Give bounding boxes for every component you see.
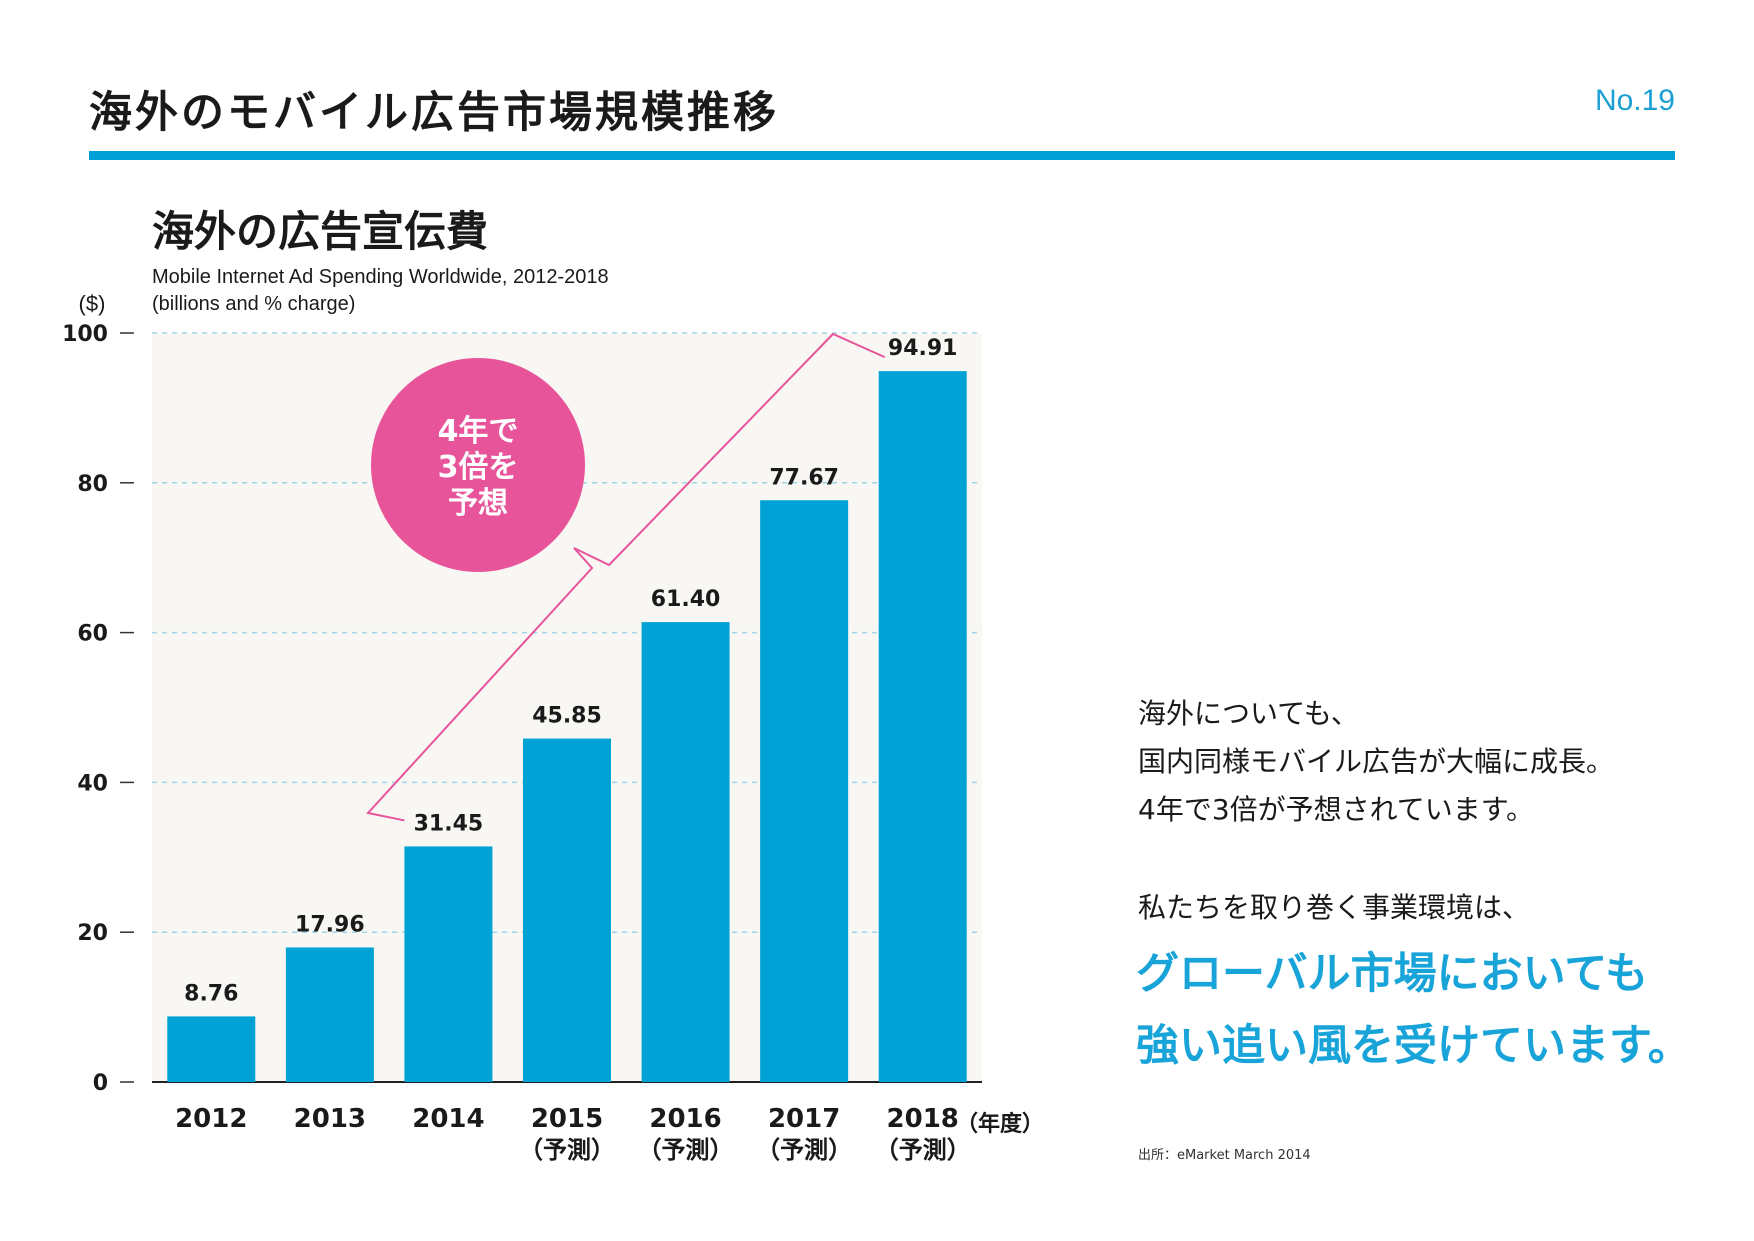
x-tick-note: （予測） [638,1136,734,1164]
chart-source-line-1: Mobile Internet Ad Spending Worldwide, 2… [152,266,609,288]
y-tick-label: 20 [77,921,108,946]
source-footnote: 出所：eMarket March 2014 [1138,1148,1311,1163]
y-tick-label: 60 [77,622,108,647]
growth-badge-text: 4年で [438,414,519,449]
chart-section-title: 海外の広告宣伝費 [152,207,489,256]
bar-value-label: 17.96 [295,912,365,937]
x-tick-note: （予測） [756,1136,852,1164]
bar-value-label: 8.76 [184,981,238,1006]
x-tick-note: （予測） [519,1136,615,1164]
x-tick-label: 2013 [294,1104,366,1134]
page-title: 海外のモバイル広告市場規模推移 [89,88,779,138]
growth-arrow-line [366,332,886,822]
chart-source-line-2: (billions and % charge) [152,293,356,315]
page-number: No.19 [1594,84,1675,117]
environment-line: 私たちを取り巻く事業環境は、 [1138,891,1531,924]
chart-source-caption: Mobile Internet Ad Spending Worldwide, 2… [152,264,609,318]
bar-value-label: 77.67 [769,465,839,490]
x-tick-label: 2018 [887,1104,959,1134]
y-tick-label: 100 [62,322,108,347]
x-tick-label: 2017 [768,1104,840,1134]
x-tick-label: 2015 [531,1104,603,1134]
x-tick-label: 2016 [649,1104,721,1134]
bar [523,738,611,1082]
x-tick-label: 2012 [175,1104,247,1134]
y-axis-label: ($) [79,291,106,316]
summary-line-2: 国内同様モバイル広告が大幅に成長。 [1138,745,1615,778]
emphasis-line-1: グローバル市場においても [1136,949,1649,999]
summary-line-1: 海外についても、 [1138,697,1359,730]
growth-badge-text: 3倍を [438,450,519,485]
y-tick-label: 40 [77,771,108,796]
emphasis-line-2: 強い追い風を受けています。 [1136,1021,1691,1071]
summary-text: 海外についても、 国内同様モバイル広告が大幅に成長。 4年で3倍が予想されていま… [1138,690,1614,834]
bar [404,846,493,1082]
x-tick-note: （予測） [875,1136,971,1164]
bar [285,947,374,1082]
emphasis-text: グローバル市場においても 強い追い風を受けています。 [1136,938,1691,1082]
x-axis-label: （年度） [956,1111,1044,1137]
bar [760,500,849,1082]
y-tick-label: 0 [93,1071,108,1096]
growth-badge-text: 予想 [448,486,508,521]
bar-value-label: 61.40 [651,587,721,612]
title-underline [89,151,1675,160]
bar-value-label: 45.85 [532,704,602,729]
bar [641,622,730,1082]
bar [878,371,967,1082]
bar-value-label: 94.91 [888,336,958,361]
y-tick-label: 80 [77,472,108,497]
summary-line-3: 4年で3倍が予想されています。 [1138,793,1534,826]
growth-badge [371,358,585,572]
bar [167,1016,256,1082]
bar-value-label: 31.45 [414,811,484,836]
x-tick-label: 2014 [412,1104,484,1134]
